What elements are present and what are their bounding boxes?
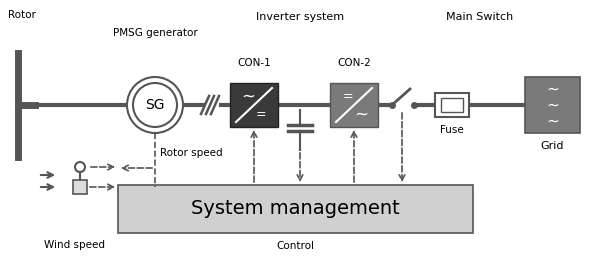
Text: Wind speed: Wind speed: [45, 240, 105, 250]
Text: Fuse: Fuse: [440, 125, 464, 135]
Bar: [441, 98, 463, 112]
Bar: [230, 83, 278, 127]
Text: ~: ~: [354, 106, 368, 124]
Text: Grid: Grid: [541, 141, 564, 151]
Text: PMSG generator: PMSG generator: [113, 28, 197, 38]
Circle shape: [133, 83, 177, 127]
Bar: [525, 77, 580, 133]
Text: =: =: [343, 90, 353, 103]
Bar: [73, 180, 87, 194]
Text: ~: ~: [546, 97, 559, 113]
Text: Main Switch: Main Switch: [446, 12, 514, 22]
Bar: [118, 185, 473, 233]
Text: CON-2: CON-2: [337, 58, 371, 68]
Text: Rotor: Rotor: [8, 10, 36, 20]
Bar: [435, 93, 469, 117]
Text: SG: SG: [145, 98, 165, 112]
Bar: [330, 83, 378, 127]
Text: ~: ~: [546, 113, 559, 128]
Text: ~: ~: [546, 82, 559, 97]
Text: CON-1: CON-1: [237, 58, 271, 68]
Text: Control: Control: [276, 241, 315, 251]
Text: Rotor speed: Rotor speed: [160, 148, 223, 158]
Text: System management: System management: [191, 199, 400, 218]
Circle shape: [127, 77, 183, 133]
Text: =: =: [256, 108, 267, 121]
Text: Inverter system: Inverter system: [256, 12, 344, 22]
Text: ~: ~: [241, 87, 255, 105]
